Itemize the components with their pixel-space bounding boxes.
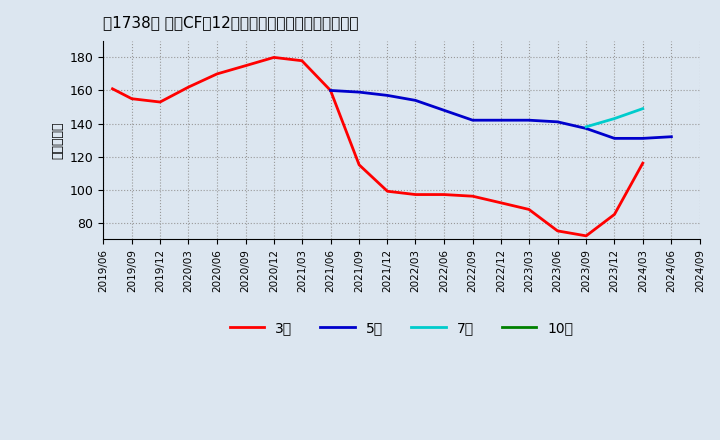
Y-axis label: （百万円）: （百万円）: [51, 121, 64, 159]
Legend: 3年, 5年, 7年, 10年: 3年, 5年, 7年, 10年: [224, 315, 579, 341]
Text: ［1738］ 投資CFの12か月移動合計の標準偏差の推移: ［1738］ 投資CFの12か月移動合計の標準偏差の推移: [103, 15, 359, 30]
